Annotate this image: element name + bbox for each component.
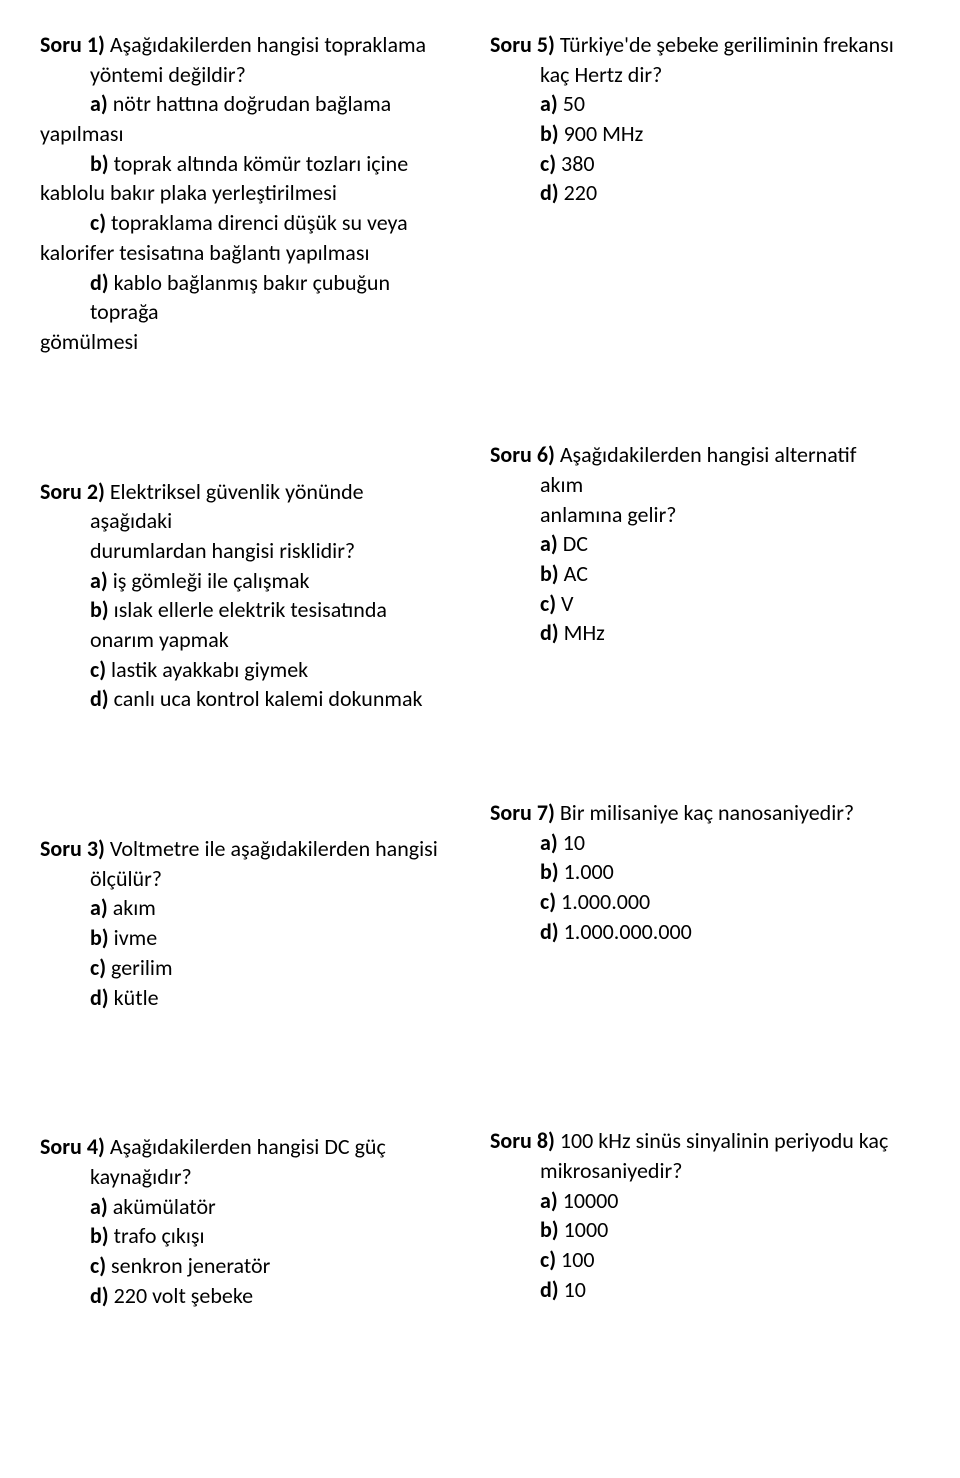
q3-opt-c: c) gerilim <box>40 953 450 983</box>
q8-opt-b: b) 1000 <box>490 1215 900 1245</box>
q4-opt-a: a) akümülatör <box>40 1192 450 1222</box>
q2-stem: Soru 2) Elektriksel güvenlik yönünde aşa… <box>40 477 450 536</box>
q8-lead: Soru 8) <box>490 1127 560 1154</box>
question-4: Soru 4) Aşağıdakilerden hangisi DC güç k… <box>40 1132 450 1310</box>
question-1: Soru 1) Aşağıdakilerden hangisi toprakla… <box>40 30 450 357</box>
document-columns: Soru 1) Aşağıdakilerden hangisi toprakla… <box>40 30 900 1430</box>
question-5: Soru 5) Türkiye'de şebeke geriliminin fr… <box>490 30 900 208</box>
left-column: Soru 1) Aşağıdakilerden hangisi toprakla… <box>40 30 450 1430</box>
q5-text-l1: Türkiye'de şebeke geriliminin frekansı <box>560 31 894 58</box>
q1-opt-d-l2: gömülmesi <box>40 327 450 357</box>
q7-opt-d: d) 1.000.000.000 <box>490 917 900 947</box>
q5-opt-b: b) 900 MHz <box>490 119 900 149</box>
right-column: Soru 5) Türkiye'de şebeke geriliminin fr… <box>490 30 900 1430</box>
q4-stem: Soru 4) Aşağıdakilerden hangisi DC güç <box>40 1132 450 1162</box>
q1-opt-a-l1: a) nötr hattına doğrudan bağlama <box>40 89 450 119</box>
q7-lead: Soru 7) <box>490 799 560 826</box>
q2-opt-a: a) iş gömleği ile çalışmak <box>40 566 450 596</box>
q4-opt-b: b) trafo çıkışı <box>40 1221 450 1251</box>
q2-opt-b-l1: b) ıslak ellerle elektrik tesisatında <box>40 595 450 625</box>
q1-stem: Soru 1) Aşağıdakilerden hangisi toprakla… <box>40 30 450 60</box>
q1-opt-b-l1: b) toprak altında kömür tozları içine <box>40 149 450 179</box>
q1-opt-c-l1: c) topraklama direnci düşük su veya <box>40 208 450 238</box>
q1-text-l2: yöntemi değildir? <box>40 60 450 90</box>
q8-opt-d: d) 10 <box>490 1275 900 1305</box>
q6-text-l1: Aşağıdakilerden hangisi alternatif akım <box>540 441 857 498</box>
q3-stem: Soru 3) Voltmetre ile aşağıdakilerden ha… <box>40 834 450 864</box>
q3-lead: Soru 3) <box>40 835 110 862</box>
q1-lead: Soru 1) <box>40 31 110 58</box>
q4-lead: Soru 4) <box>40 1133 110 1160</box>
q6-opt-a: a) DC <box>490 529 900 559</box>
q1-opt-b-l2: kablolu bakır plaka yerleştirilmesi <box>40 178 450 208</box>
q2-text-l2: durumlardan hangisi risklidir? <box>40 536 450 566</box>
q2-lead: Soru 2) <box>40 478 110 505</box>
q5-lead: Soru 5) <box>490 31 560 58</box>
q4-text-l2: kaynağıdır? <box>40 1162 450 1192</box>
q7-opt-b: b) 1.000 <box>490 857 900 887</box>
question-2: Soru 2) Elektriksel güvenlik yönünde aşa… <box>40 477 450 715</box>
q7-stem: Soru 7) Bir milisaniye kaç nanosaniyedir… <box>490 798 900 828</box>
q8-stem: Soru 8) 100 kHz sinüs sinyalinin periyod… <box>490 1126 900 1156</box>
q3-opt-b: b) ivme <box>40 923 450 953</box>
q6-text-l2: anlamına gelir? <box>490 500 900 530</box>
q6-opt-d: d) MHz <box>490 618 900 648</box>
q7-opt-c: c) 1.000.000 <box>490 887 900 917</box>
q8-opt-c: c) 100 <box>490 1245 900 1275</box>
q7-text: Bir milisaniye kaç nanosaniyedir? <box>560 799 854 826</box>
q1-opt-c-l2: kalorifer tesisatına bağlantı yapılması <box>40 238 450 268</box>
q3-opt-a: a) akım <box>40 893 450 923</box>
q2-opt-d: d) canlı uca kontrol kalemi dokunmak <box>40 684 450 714</box>
q2-opt-c: c) lastik ayakkabı giymek <box>40 655 450 685</box>
q5-opt-a: a) 50 <box>490 89 900 119</box>
q1-opt-d-l1: d) kablo bağlanmış bakır çubuğun toprağa <box>40 268 450 327</box>
question-6: Soru 6) Aşağıdakilerden hangisi alternat… <box>490 440 900 648</box>
q8-opt-a: a) 10000 <box>490 1186 900 1216</box>
q4-text-l1: Aşağıdakilerden hangisi DC güç <box>110 1133 386 1160</box>
q3-text-l1: Voltmetre ile aşağıdakilerden hangisi <box>110 835 438 862</box>
q5-opt-c: c) 380 <box>490 149 900 179</box>
q7-opt-a: a) 10 <box>490 828 900 858</box>
q2-opt-b-l2: onarım yapmak <box>40 625 450 655</box>
question-8: Soru 8) 100 kHz sinüs sinyalinin periyod… <box>490 1126 900 1304</box>
q6-opt-c: c) V <box>490 589 900 619</box>
q8-text-l2: mikrosaniyedir? <box>490 1156 900 1186</box>
q6-stem: Soru 6) Aşağıdakilerden hangisi alternat… <box>490 440 900 499</box>
q5-opt-d: d) 220 <box>490 178 900 208</box>
q6-opt-b: b) AC <box>490 559 900 589</box>
q8-text-l1: 100 kHz sinüs sinyalinin periyodu kaç <box>560 1127 888 1154</box>
q3-text-l2: ölçülür? <box>40 864 450 894</box>
q4-opt-d: d) 220 volt şebeke <box>40 1281 450 1311</box>
q5-text-l2: kaç Hertz dir? <box>490 60 900 90</box>
question-7: Soru 7) Bir milisaniye kaç nanosaniyedir… <box>490 798 900 946</box>
q6-lead: Soru 6) <box>490 441 560 468</box>
question-3: Soru 3) Voltmetre ile aşağıdakilerden ha… <box>40 834 450 1012</box>
q2-text-l1: Elektriksel güvenlik yönünde aşağıdaki <box>90 478 364 535</box>
q1-text-l1: Aşağıdakilerden hangisi topraklama <box>110 31 426 58</box>
q1-opt-a-l2: yapılması <box>40 119 450 149</box>
q5-stem: Soru 5) Türkiye'de şebeke geriliminin fr… <box>490 30 900 60</box>
q3-opt-d: d) kütle <box>40 983 450 1013</box>
q4-opt-c: c) senkron jeneratör <box>40 1251 450 1281</box>
